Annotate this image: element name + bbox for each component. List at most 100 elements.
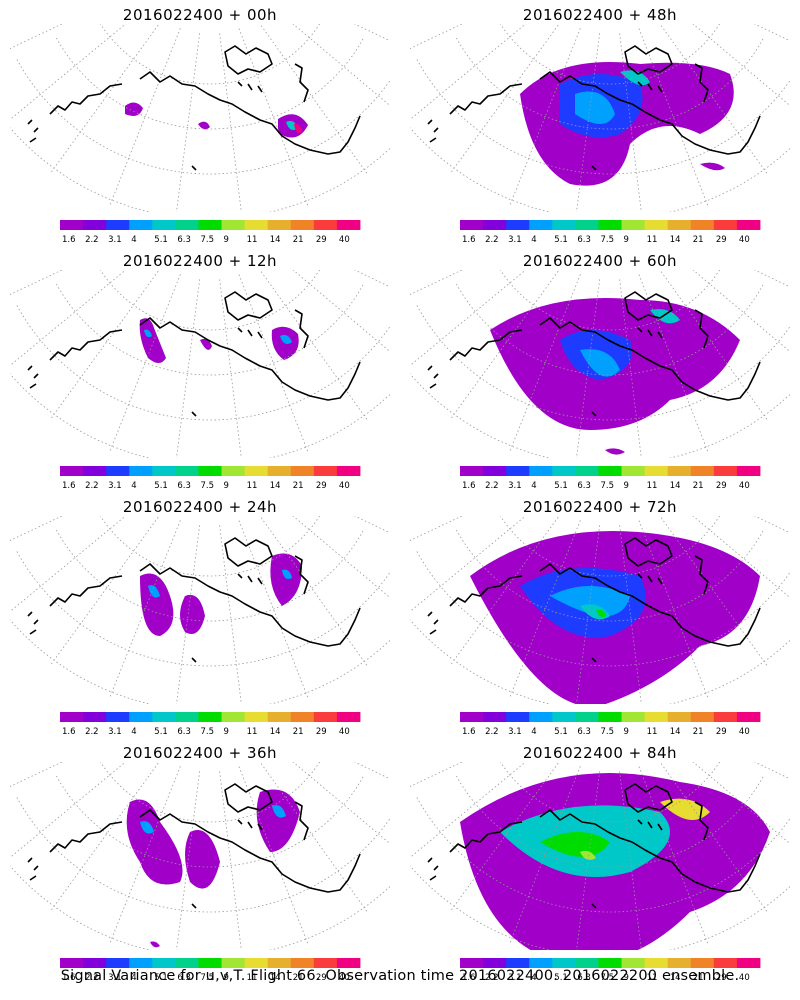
colorbar-swatch — [313, 220, 338, 230]
coastlines — [427, 537, 761, 663]
colorbar-swatch — [175, 466, 199, 476]
colorbar-swatch — [736, 712, 761, 722]
colorbar-swatch — [529, 958, 553, 968]
variance-map — [410, 762, 790, 950]
colorbar-swatch — [690, 958, 715, 968]
colorbar: 1.6 2.2 3.1 4 5.1 6.3 7.5 9 11 14 21 29 40 — [60, 712, 361, 737]
colorbar-tick-label: 11 — [247, 973, 258, 983]
variance-contour — [282, 569, 292, 579]
colorbar-tick-label: 1.6 — [462, 973, 476, 983]
colorbar-swatch — [290, 958, 315, 968]
colorbar-swatch — [713, 466, 738, 476]
variance-contour — [185, 830, 220, 889]
variance-contour — [650, 309, 680, 324]
colorbar-tick-label: 14 — [270, 481, 281, 491]
colorbar-swatch — [483, 712, 507, 722]
colorbar-tick-label: 3.1 — [508, 973, 522, 983]
colorbar-tick-label: 9 — [224, 481, 229, 491]
map-grid — [10, 762, 390, 950]
colorbar-tick-label: 2.2 — [85, 973, 99, 983]
variance-contour — [139, 318, 166, 363]
colorbar-swatch — [129, 712, 153, 722]
colorbar: 1.6 2.2 3.1 4 5.1 6.3 7.5 9 11 14 21 29 40 — [460, 958, 761, 983]
colorbar-swatch — [290, 220, 315, 230]
colorbar-swatch — [736, 220, 761, 230]
colorbar-tick-label: 3.1 — [508, 727, 522, 737]
colorbar-swatch — [552, 220, 576, 230]
variance-map — [10, 762, 390, 950]
map-grid — [410, 762, 790, 950]
colorbar-tick-label: 7.5 — [200, 481, 214, 491]
colorbar-swatch — [60, 466, 84, 476]
colorbar-tick-label: 40 — [339, 481, 350, 491]
colorbar-swatch — [575, 466, 599, 476]
colorbar-swatch — [198, 712, 222, 722]
colorbar-tick-label: 3.1 — [108, 235, 122, 245]
colorbar-swatch — [313, 958, 338, 968]
panel-title: 2016022400 + 12h — [122, 252, 278, 270]
colorbar-tick-label: 6.3 — [577, 973, 591, 983]
map-panel: 2016022400 + 60h 1.6 2.2 3.1 4 5.1 6.3 7.5 9 11 14… — [400, 246, 800, 491]
colorbar-swatch — [221, 958, 246, 968]
colorbar-swatch — [244, 712, 269, 722]
colorbar-tick-label: 29 — [316, 481, 327, 491]
colorbar-swatch — [129, 220, 153, 230]
colorbar-tick-label: 2.2 — [85, 235, 99, 245]
colorbar-swatch — [506, 466, 530, 476]
colorbar-tick-label: 11 — [647, 727, 658, 737]
colorbar-tick-label: 5.1 — [554, 481, 568, 491]
colorbar-swatch — [506, 958, 530, 968]
variance-contour — [144, 329, 152, 338]
colorbar-swatch — [175, 958, 199, 968]
colorbar-swatch — [175, 712, 199, 722]
colorbar-swatch — [736, 958, 761, 968]
variance-contour — [200, 338, 212, 350]
variance-map — [410, 270, 790, 458]
colorbar-swatch — [244, 466, 269, 476]
colorbar-tick-label: 40 — [739, 481, 750, 491]
colorbar-tick-label: 14 — [670, 235, 681, 245]
variance-contour — [700, 162, 725, 171]
figure-caption: Signal Variance for u,v,T. Flight 66. Ob… — [60, 968, 740, 984]
colorbar-swatch — [598, 466, 622, 476]
colorbar-swatch — [106, 712, 130, 722]
colorbar-swatch — [575, 958, 599, 968]
colorbar-swatch — [667, 466, 692, 476]
colorbar-tick-label: 7.5 — [600, 973, 614, 983]
colorbar-swatch — [60, 220, 84, 230]
variance-contour — [150, 941, 160, 948]
colorbar-tick-label: 2.2 — [485, 727, 499, 737]
variance-contour — [126, 799, 183, 885]
coastlines — [427, 783, 761, 909]
colorbar-tick-label: 1.6 — [62, 235, 76, 245]
colorbar-tick-label: 5.1 — [554, 235, 568, 245]
colorbar-swatch — [690, 466, 715, 476]
colorbar-swatch — [483, 220, 507, 230]
variance-contour — [270, 553, 302, 606]
colorbar-swatch — [198, 466, 222, 476]
colorbar-tick-label: 2.2 — [85, 727, 99, 737]
colorbar-swatch — [690, 220, 715, 230]
colorbar-tick-label: 2.2 — [485, 481, 499, 491]
panel-title: 2016022400 + 72h — [522, 498, 678, 516]
colorbar-tick-label: 3.1 — [108, 973, 122, 983]
colorbar-tick-label: 4 — [131, 727, 136, 737]
colorbar-tick-label: 5.1 — [154, 235, 168, 245]
colorbar-swatch — [83, 712, 107, 722]
colorbar-tick-label: 5.1 — [554, 973, 568, 983]
variance-contour — [140, 821, 154, 834]
colorbar-tick-label: 9 — [624, 235, 629, 245]
coastlines — [27, 45, 361, 171]
colorbar-swatch — [198, 220, 222, 230]
colorbar-swatch — [221, 220, 246, 230]
colorbar-tick-label: 5.1 — [554, 727, 568, 737]
colorbar-swatch — [598, 220, 622, 230]
colorbar-tick-label: 29 — [716, 481, 727, 491]
colorbar-tick-label: 21 — [293, 481, 304, 491]
colorbar-tick-label: 3.1 — [508, 235, 522, 245]
variance-contour — [605, 448, 625, 455]
colorbar-tick-label: 3.1 — [108, 727, 122, 737]
colorbar-swatch — [152, 220, 176, 230]
colorbar-tick-label: 7.5 — [600, 481, 614, 491]
variance-contour — [125, 102, 143, 116]
